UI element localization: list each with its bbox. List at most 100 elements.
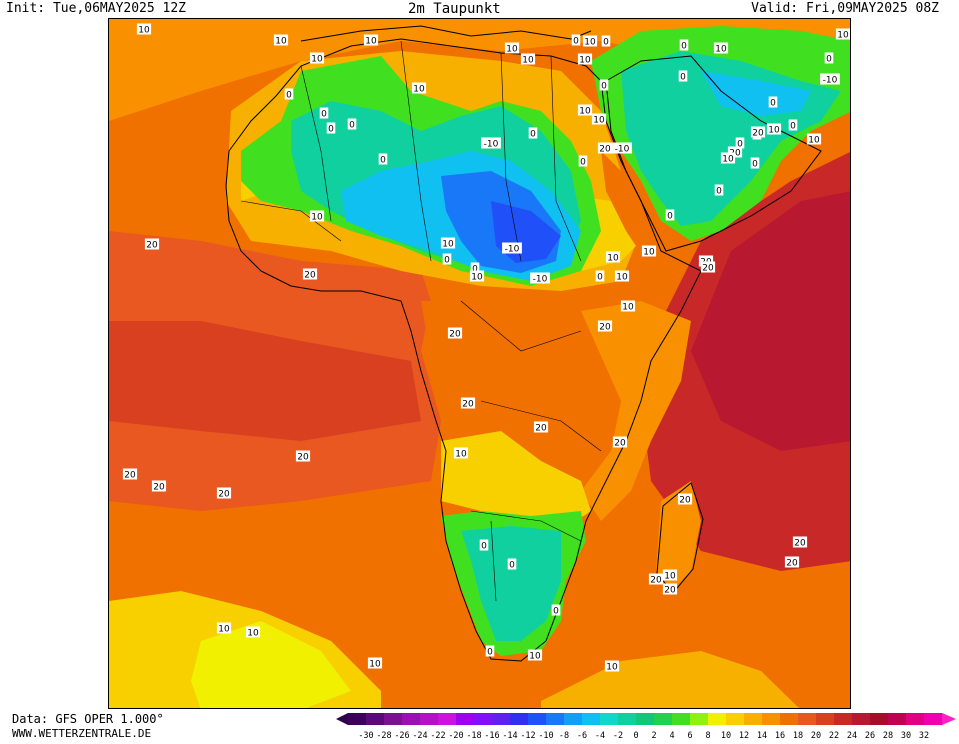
colorbar-swatch	[780, 713, 799, 725]
colorbar-swatch	[618, 713, 637, 725]
contour-label: 10	[369, 660, 381, 670]
contour-label: 0	[790, 122, 796, 132]
colorbar-tick-label: 12	[739, 731, 749, 740]
contour-label-bg	[614, 270, 630, 282]
contour-label-bg	[612, 436, 628, 448]
colorbar-tick-label: -22	[430, 731, 445, 740]
contour-label: -10	[615, 145, 630, 155]
init-time-label: Init: Tue,06MAY2025 12Z	[6, 1, 187, 16]
colorbar-tick-label: -20	[448, 731, 463, 740]
contour-label: 0	[481, 542, 487, 552]
contour-label: 20	[794, 539, 806, 549]
contour-label: 0	[680, 73, 686, 83]
colorbar-swatch	[906, 713, 925, 725]
east-africa-orange	[581, 301, 691, 521]
colorbar-tick-label: 0	[633, 731, 638, 740]
contour-label: 10	[722, 155, 734, 165]
contour-label: 20	[664, 586, 676, 596]
madagascar-orange	[656, 481, 701, 591]
contour-label-bg	[502, 242, 522, 254]
contour-label: 10	[768, 126, 780, 136]
contour-label: 20	[304, 271, 316, 281]
contour-label: 20	[679, 496, 691, 506]
contour-label: 10	[579, 56, 591, 66]
colorbar-tick-label: 26	[865, 731, 875, 740]
contour-label-bg	[735, 137, 745, 149]
map-title: 2m Taupunkt	[408, 1, 501, 17]
colorbar-tick-label: 20	[811, 731, 821, 740]
colorbar-tick-label: 16	[775, 731, 785, 740]
contour-label-bg	[620, 300, 636, 312]
colorbar-tick-label: -2	[613, 731, 623, 740]
colorbar-tick-label: 2	[651, 731, 656, 740]
colorbar-tick-label: -14	[502, 731, 517, 740]
contour-label-bg	[326, 122, 336, 134]
contour-label-bg	[136, 23, 152, 35]
contour-label: 0	[286, 91, 292, 101]
contour-label-bg	[599, 79, 609, 91]
contour-label-bg	[727, 146, 743, 158]
contour-label-bg	[784, 556, 800, 568]
contour-label-bg	[792, 536, 808, 548]
contour-label: 20	[599, 145, 611, 155]
contour-label: 20	[729, 149, 741, 159]
contour-label: 10	[365, 37, 377, 47]
contour-label: -10	[505, 245, 520, 255]
contour-label: 0	[530, 130, 536, 140]
contour-label: 10	[413, 85, 425, 95]
contour-label: 20	[535, 424, 547, 434]
contour-label: 20	[297, 453, 309, 463]
colorbar-tick-label: 30	[901, 731, 911, 740]
contour-label-bg	[768, 96, 778, 108]
colorbar-swatch	[636, 713, 655, 725]
colorbar-swatch	[816, 713, 835, 725]
colorbar-swatch	[366, 713, 385, 725]
contour-label: -10	[484, 140, 499, 150]
colorbar-swatch	[654, 713, 673, 725]
contour-label-bg	[788, 119, 798, 131]
contour-label: 10	[529, 652, 541, 662]
colorbar-swatch	[744, 713, 763, 725]
colorbar-swatch	[852, 713, 871, 725]
contour-label: 10	[506, 45, 518, 55]
contour-label: 10	[808, 136, 820, 146]
contour-label-bg	[479, 539, 489, 551]
colorbar-tick-label: 32	[919, 731, 929, 740]
contour-label-bg	[571, 34, 581, 46]
colorbar-swatch	[600, 713, 619, 725]
contour-label: 0	[472, 265, 478, 275]
contour-label: 10	[579, 107, 591, 117]
contour-label: -10	[533, 275, 548, 285]
colorbar-tick-label: 22	[829, 731, 839, 740]
contour-label-bg	[648, 573, 664, 585]
contour-label-bg	[347, 118, 357, 130]
contour-label: 10	[593, 116, 605, 126]
contour-label: 10	[311, 55, 323, 65]
arabia-coastline	[605, 55, 822, 252]
contour-label-bg	[577, 53, 593, 65]
colorbar-tick-label: 10	[721, 731, 731, 740]
contour-label-bg	[460, 397, 476, 409]
contour-label-bg	[309, 210, 325, 222]
colorbar-tick-label: 8	[705, 731, 710, 740]
contour-label: 0	[826, 55, 832, 65]
contour-label: 0	[553, 607, 559, 617]
contour-label-bg	[601, 35, 611, 47]
contour-label-bg	[530, 272, 550, 284]
contour-label-bg	[582, 35, 598, 47]
colorbar-swatch	[456, 713, 475, 725]
contour-label-bg	[677, 493, 693, 505]
contour-label: 10	[622, 303, 634, 313]
contour-label-bg	[144, 238, 160, 250]
contour-label: 20	[614, 439, 626, 449]
contour-label: 0	[716, 187, 722, 197]
madagascar-coastline	[656, 482, 704, 594]
colorbar-swatch	[798, 713, 817, 725]
contour-label-bg	[806, 133, 822, 145]
contour-label: 20	[146, 241, 158, 251]
contour-label: 10	[664, 572, 676, 582]
contour-label: 0	[573, 37, 579, 47]
contour-label: 0	[349, 121, 355, 131]
contour-label-bg	[378, 153, 388, 165]
